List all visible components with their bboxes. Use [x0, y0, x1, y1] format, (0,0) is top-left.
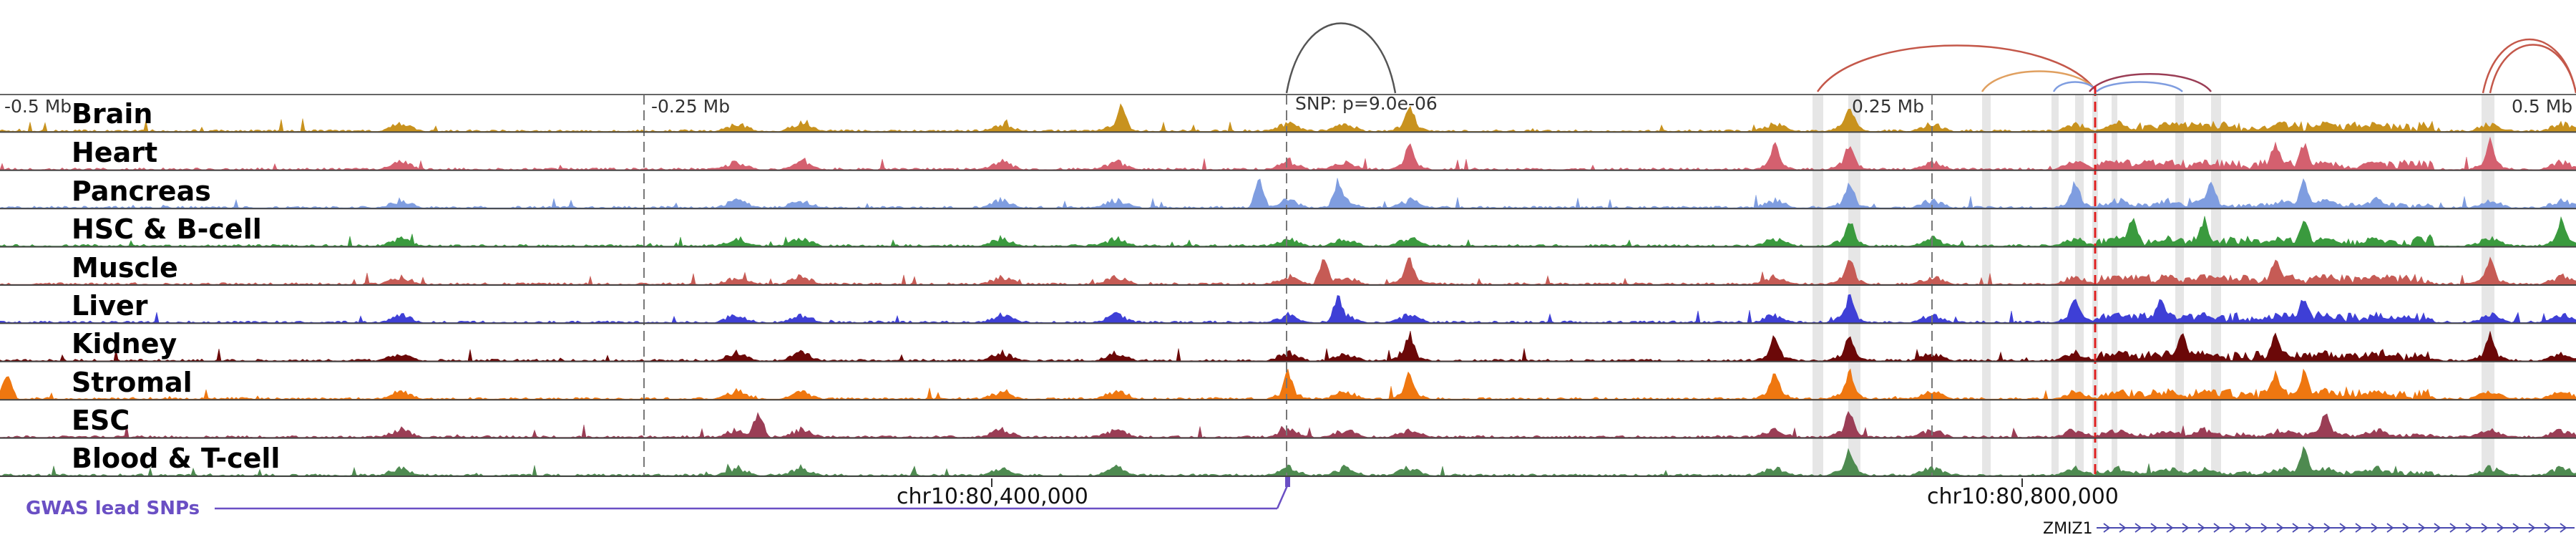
- gene-arrow: [2339, 523, 2347, 533]
- gene-arrow: [2245, 523, 2253, 533]
- track-signal-area-10: [0, 445, 2576, 476]
- gene-arrow: [2182, 523, 2190, 533]
- gene-arrow: [2481, 523, 2489, 533]
- gene-arrow: [2166, 523, 2174, 533]
- track-signal-area-2: [0, 136, 2576, 170]
- loop-arc-7: [2482, 38, 2576, 94]
- track-label-esc: ESC: [72, 405, 130, 436]
- track-signal-area-6: [0, 294, 2576, 323]
- gene-arrow: [2386, 523, 2394, 533]
- track-signal-area-3: [0, 178, 2576, 208]
- gene-arrow: [2119, 523, 2127, 533]
- track-signal-5: [0, 256, 2576, 285]
- loop-arc-1: [1285, 22, 1397, 94]
- gene-arrow: [2371, 523, 2379, 533]
- gene-strand-arrows: [2103, 523, 2567, 533]
- gwas-label: GWAS lead SNPs: [26, 498, 200, 519]
- gwas-track: GWAS lead SNPs: [26, 477, 1290, 519]
- gene-arrow: [2528, 523, 2536, 533]
- gene-arrow: [2276, 523, 2284, 533]
- track-label-heart: Heart: [72, 137, 157, 168]
- gene-track: ZMIZ1: [2043, 520, 2575, 538]
- gene-arrow: [2292, 523, 2300, 533]
- gwas-snp-marker: [1285, 477, 1290, 487]
- gene-arrow: [2197, 523, 2205, 533]
- track-label-stromal: Stromal: [72, 367, 192, 398]
- track-label-muscle: Muscle: [72, 252, 178, 284]
- track-signal-4: [0, 216, 2576, 247]
- track-label-hsc-bcell: HSC & B-cell: [72, 213, 262, 245]
- track-label-liver: Liver: [72, 290, 148, 322]
- axis-tick-0-25: 0.25 Mb: [1852, 96, 1924, 117]
- track-signal-area-5: [0, 256, 2576, 285]
- axis-tick-minus-0-25: -0.25 Mb: [651, 96, 730, 117]
- frame-layer: [0, 86, 2576, 477]
- track-signal-9: [0, 410, 2576, 438]
- loop-arc-8: [2489, 44, 2576, 94]
- track-label-kidney: Kidney: [72, 328, 177, 360]
- gene-arrow: [2418, 523, 2426, 533]
- track-signal-6: [0, 294, 2576, 323]
- track-label-brain: Brain: [72, 98, 152, 130]
- gene-arrow: [2434, 523, 2441, 533]
- track-signal-7: [0, 331, 2576, 362]
- track-signal-area-8: [0, 368, 2576, 400]
- gene-arrow: [2560, 523, 2567, 533]
- gene-arrow: [2497, 523, 2504, 533]
- track-signal-area-9: [0, 410, 2576, 438]
- gene-arrow: [2355, 523, 2363, 533]
- gwas-connector-diagonal: [1276, 483, 1289, 509]
- axis-tick-0-5: 0.5 Mb: [2512, 96, 2572, 117]
- track-label-pancreas: Pancreas: [72, 175, 211, 207]
- loop-arc-2: [1816, 44, 2098, 92]
- gene-arrow: [2308, 523, 2316, 533]
- track-signal-3: [0, 178, 2576, 208]
- gene-arrow: [2135, 523, 2142, 533]
- track-label-blood-tcell: Blood & T-cell: [72, 443, 280, 474]
- loop-arc-6: [2096, 81, 2183, 92]
- loop-arcs: [1285, 22, 2576, 94]
- gene-label-zmiz1: ZMIZ1: [2043, 520, 2093, 537]
- chrom-label-80400000: chr10:80,400,000: [897, 484, 1088, 509]
- gene-arrow: [2260, 523, 2268, 533]
- chrom-label-80800000: chr10:80,800,000: [1927, 484, 2119, 509]
- track-labels: Brain Heart Pancreas HSC & B-cell Muscle…: [72, 98, 280, 474]
- loop-arc-3: [1981, 70, 2098, 92]
- gene-arrow: [2229, 523, 2237, 533]
- track-signal-area-4: [0, 216, 2576, 247]
- signal-layer: [0, 103, 2576, 476]
- gene-arrow: [2150, 523, 2158, 533]
- track-signal-area-1: [0, 103, 2576, 132]
- loop-arc-5: [2089, 73, 2212, 92]
- gene-arrow: [2512, 523, 2520, 533]
- track-signal-2: [0, 136, 2576, 170]
- track-signal-10: [0, 445, 2576, 476]
- track-signal-1: [0, 103, 2576, 132]
- gene-arrow: [2465, 523, 2473, 533]
- track-signal-area-7: [0, 331, 2576, 362]
- gene-arrow: [2544, 523, 2552, 533]
- gene-arrow: [2449, 523, 2457, 533]
- gene-arrow: [2402, 523, 2410, 533]
- gene-arrow: [2103, 523, 2111, 533]
- gene-arrow: [2213, 523, 2221, 533]
- axis-tick-minus-0-5: -0.5 Mb: [4, 96, 72, 117]
- snp-annotation: SNP: p=9.0e-06: [1295, 93, 1438, 114]
- gene-arrow: [2323, 523, 2331, 533]
- track-signal-8: [0, 368, 2576, 400]
